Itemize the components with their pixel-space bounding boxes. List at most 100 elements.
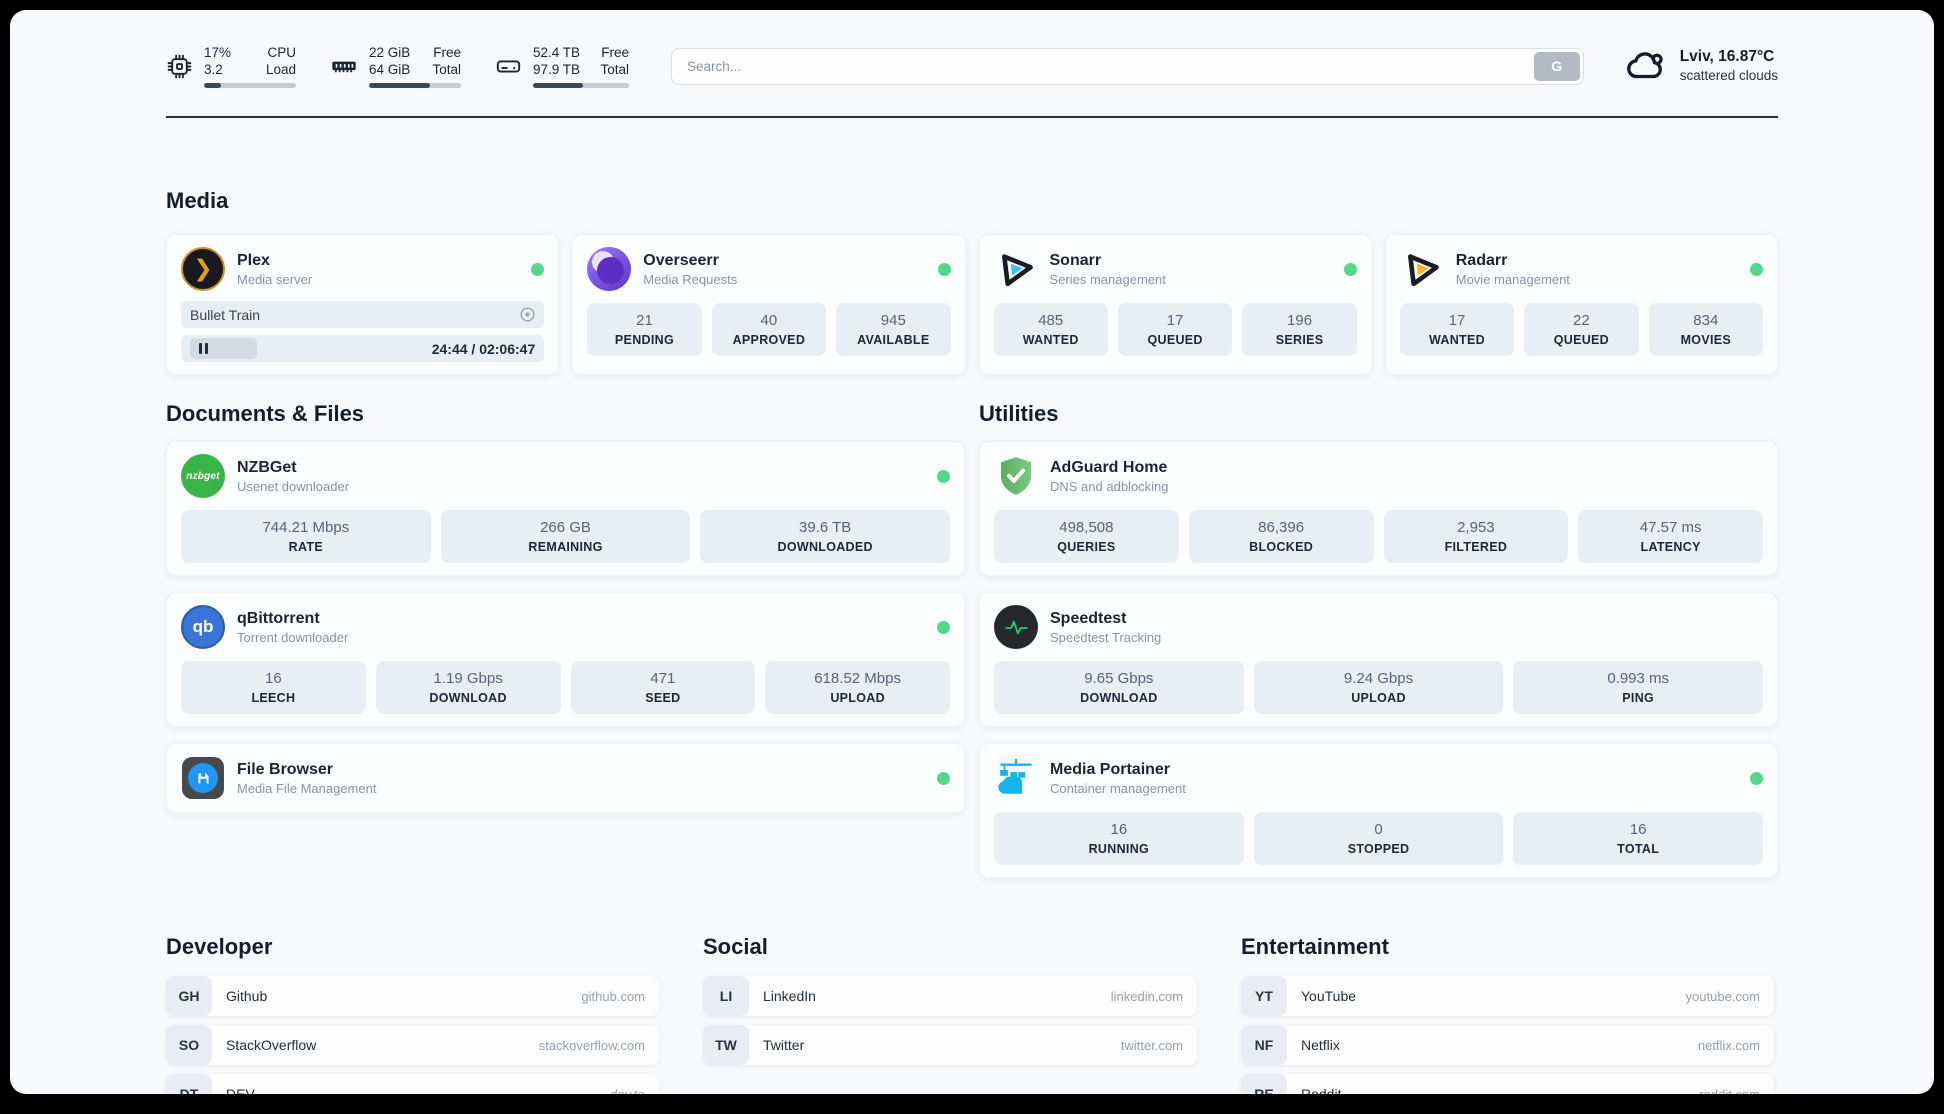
link-row-linkedin[interactable]: LI LinkedIn linkedin.com bbox=[703, 976, 1197, 1016]
stat-pill: 17 QUEUED bbox=[1117, 303, 1233, 356]
adguard-icon bbox=[994, 454, 1038, 498]
ram-icon bbox=[332, 61, 356, 73]
stat-pill: 86,396 BLOCKED bbox=[1188, 510, 1374, 563]
service-subtitle: Media File Management bbox=[237, 781, 377, 796]
disk-icon bbox=[496, 59, 521, 73]
link-name: LinkedIn bbox=[763, 988, 816, 1004]
link-name: StackOverflow bbox=[226, 1037, 317, 1053]
link-row-dev[interactable]: DT DEV dev.to bbox=[166, 1074, 659, 1094]
stat-pill: 16 TOTAL bbox=[1513, 812, 1764, 865]
link-row-twitter[interactable]: TW Twitter twitter.com bbox=[703, 1025, 1197, 1065]
search-engine-button[interactable]: G bbox=[1533, 51, 1580, 81]
documents-column: Documents & Files nzbget NZBGet Usenet d… bbox=[166, 375, 965, 878]
link-url: twitter.com bbox=[1120, 1037, 1183, 1053]
link-badge: YT bbox=[1241, 976, 1287, 1016]
stat-pill: 1.19 Gbps DOWNLOAD bbox=[375, 661, 561, 714]
link-url: reddit.com bbox=[1699, 1086, 1760, 1095]
sonarr-card[interactable]: Sonarr Series management 485 WANTED 17 QUE… bbox=[978, 234, 1372, 375]
service-subtitle: Media Requests bbox=[643, 272, 738, 287]
link-row-netflix[interactable]: NF Netflix netflix.com bbox=[1241, 1025, 1774, 1065]
service-name: AdGuard Home bbox=[1050, 459, 1168, 476]
disk-free-value: 52.4 TB bbox=[533, 45, 581, 60]
stat-pill: 47.57 ms LATENCY bbox=[1578, 510, 1763, 563]
cpu-label: CPU bbox=[267, 45, 296, 60]
disk-total-value: 97.9 TB bbox=[533, 62, 581, 77]
link-badge: NF bbox=[1241, 1025, 1287, 1065]
filebrowser-card[interactable]: File Browser Media File Management bbox=[166, 743, 965, 813]
now-playing-row: Bullet Train bbox=[181, 301, 545, 328]
nzbget-icon: nzbget bbox=[181, 454, 225, 498]
stat-pill: 498,508 QUERIES bbox=[994, 510, 1179, 563]
service-name: Sonarr bbox=[1049, 252, 1102, 269]
service-subtitle: Movie management bbox=[1455, 272, 1570, 287]
cpu-load-value: 3.2 bbox=[204, 62, 223, 77]
link-row-youtube[interactable]: YT YouTube youtube.com bbox=[1241, 976, 1774, 1016]
service-subtitle: Series management bbox=[1049, 272, 1166, 287]
weather-cloud-icon bbox=[1626, 52, 1663, 79]
overseerr-card[interactable]: Overseerr Media Requests 21 PENDING 40 APP… bbox=[572, 234, 966, 375]
status-dot bbox=[937, 771, 950, 785]
entertainment-links-section: Entertainment YT YouTube youtube.com NF … bbox=[1241, 934, 1774, 1094]
link-badge: GH bbox=[166, 976, 212, 1016]
radarr-card[interactable]: Radarr Movie management 17 WANTED 22 QUEUE… bbox=[1384, 234, 1778, 375]
plex-icon: ❯ bbox=[181, 247, 225, 291]
stat-pill: 9.65 Gbps DOWNLOAD bbox=[994, 661, 1244, 714]
ram-total-label: Total bbox=[432, 62, 461, 77]
stat-pill: 17 WANTED bbox=[1399, 303, 1515, 356]
qbittorrent-card[interactable]: qb qBittorrent Torrent downloader 16 LEEC… bbox=[166, 592, 965, 727]
playback-time: 24:44 / 02:06:47 bbox=[431, 340, 536, 357]
ram-total-value: 64 GiB bbox=[369, 62, 411, 77]
link-url: github.com bbox=[581, 988, 645, 1004]
sonarr-icon bbox=[994, 247, 1038, 291]
link-row-stackoverflow[interactable]: SO StackOverflow stackoverflow.com bbox=[166, 1025, 659, 1065]
search-input[interactable] bbox=[672, 48, 1534, 84]
plex-card[interactable]: ❯ Plex Media server Bullet Train bbox=[166, 234, 560, 375]
now-playing-target-icon[interactable] bbox=[520, 307, 535, 322]
stat-pill: 0.993 ms PING bbox=[1513, 661, 1764, 714]
topbar-divider bbox=[166, 116, 1778, 118]
stat-pill: 16 LEECH bbox=[181, 661, 366, 714]
radarr-icon bbox=[1400, 247, 1444, 291]
link-name: Github bbox=[226, 988, 268, 1004]
disk-usage-widget: 52.4 TB Free 97.9 TB Total bbox=[495, 44, 629, 88]
now-playing-title: Bullet Train bbox=[190, 306, 261, 323]
link-name: Reddit bbox=[1301, 1086, 1342, 1094]
stat-pill: 196 SERIES bbox=[1242, 303, 1357, 356]
service-subtitle: DNS and adblocking bbox=[1050, 479, 1169, 494]
stat-pill: 485 WANTED bbox=[993, 303, 1108, 356]
service-name: Speedtest bbox=[1050, 610, 1127, 627]
status-dot bbox=[1750, 771, 1763, 785]
link-url: netflix.com bbox=[1697, 1037, 1760, 1053]
link-row-github[interactable]: GH Github github.com bbox=[166, 976, 659, 1016]
stat-pill: 0 STOPPED bbox=[1253, 812, 1504, 865]
speedtest-icon bbox=[994, 605, 1038, 649]
cpu-usage-widget: 17% CPU 3.2 Load bbox=[166, 44, 296, 88]
link-row-reddit[interactable]: RE Reddit reddit.com bbox=[1241, 1074, 1774, 1094]
service-name: NZBGet bbox=[237, 459, 297, 476]
cpu-progress-bar bbox=[204, 83, 296, 88]
utilities-column: Utilities AdGuard Home bbox=[979, 375, 1778, 878]
topbar: 17% CPU 3.2 Load 22 GiB Free 64 GiB Total bbox=[166, 10, 1778, 92]
social-links-section: Social LI LinkedIn linkedin.com TW Twitt… bbox=[703, 934, 1197, 1094]
cpu-load-label: Load bbox=[265, 62, 296, 77]
stat-pill: 945 AVAILABLE bbox=[836, 303, 951, 356]
status-dot bbox=[1750, 262, 1763, 276]
weather-headline: Lviv, 16.87°C bbox=[1679, 48, 1775, 65]
cpu-percent: 17% bbox=[204, 45, 232, 60]
adguard-card[interactable]: AdGuard Home DNS and adblocking 498,508 Q… bbox=[979, 441, 1778, 576]
speedtest-card[interactable]: Speedtest Speedtest Tracking 9.65 Gbps DO… bbox=[979, 592, 1778, 727]
stat-pill: 834 MOVIES bbox=[1648, 303, 1764, 356]
service-name: Plex bbox=[237, 252, 270, 269]
status-dot bbox=[531, 262, 545, 276]
link-name: DEV bbox=[226, 1086, 255, 1094]
system-stats: 17% CPU 3.2 Load 22 GiB Free 64 GiB Total bbox=[166, 44, 629, 88]
stat-pill: 40 APPROVED bbox=[711, 303, 827, 356]
portainer-card[interactable]: Media Portainer Container management 16 R… bbox=[979, 743, 1778, 878]
nzbget-card[interactable]: nzbget NZBGet Usenet downloader 744.21 M… bbox=[166, 441, 965, 576]
link-name: YouTube bbox=[1301, 988, 1357, 1004]
status-dot bbox=[1343, 262, 1357, 276]
dashboard: 17% CPU 3.2 Load 22 GiB Free 64 GiB Total bbox=[10, 10, 1934, 1094]
link-url: stackoverflow.com bbox=[538, 1037, 645, 1053]
section-title-social: Social bbox=[703, 934, 768, 959]
ram-free-label: Free bbox=[433, 45, 461, 60]
